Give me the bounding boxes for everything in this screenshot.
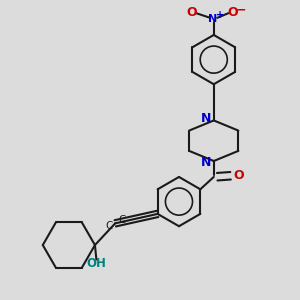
Text: O: O	[233, 169, 244, 182]
Text: N: N	[200, 112, 211, 125]
Text: C: C	[119, 215, 126, 225]
Text: C: C	[106, 221, 113, 231]
Text: N: N	[200, 156, 211, 169]
Text: O: O	[187, 6, 197, 19]
Text: +: +	[216, 10, 224, 20]
Text: N: N	[208, 14, 217, 24]
Text: −: −	[236, 3, 246, 16]
Text: O: O	[227, 6, 238, 19]
Text: OH: OH	[86, 257, 106, 270]
